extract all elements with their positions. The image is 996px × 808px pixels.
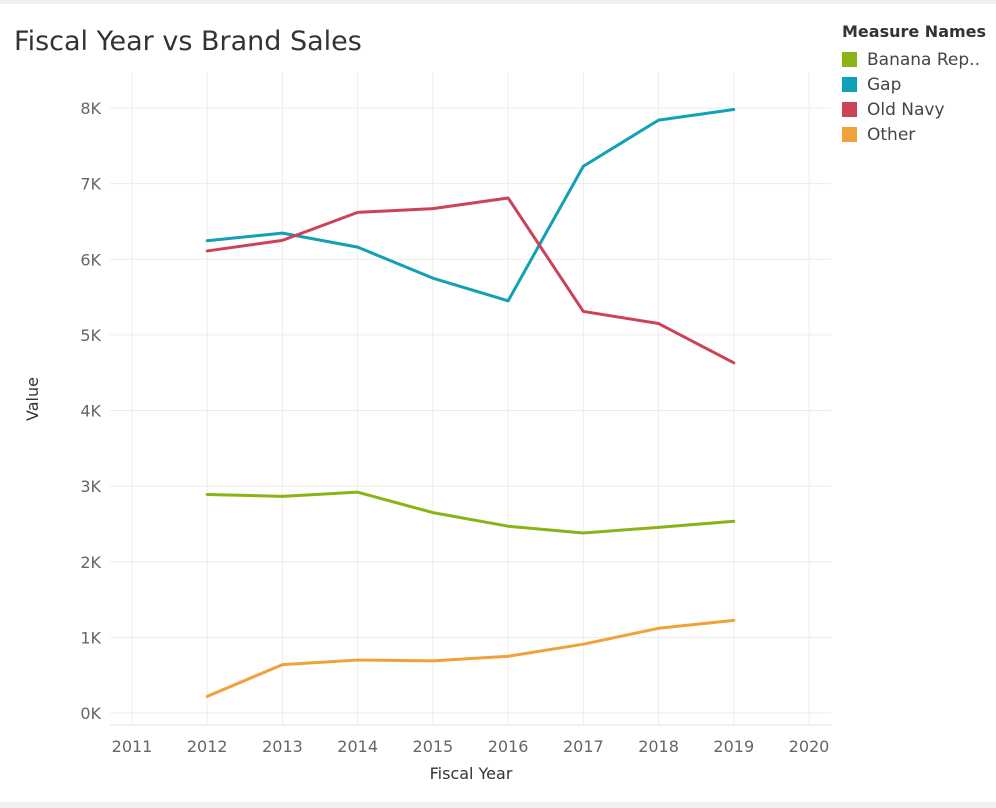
grid <box>110 72 831 726</box>
x-tick-label: 2018 <box>638 737 679 756</box>
x-tick-label: 2011 <box>112 737 153 756</box>
y-tick-label: 4K <box>80 402 101 421</box>
x-tick-label: 2016 <box>488 737 529 756</box>
y-tick-label: 7K <box>80 175 101 194</box>
series-line-other[interactable] <box>205 618 736 698</box>
legend-label: Old Navy <box>867 99 945 120</box>
y-tick-label: 1K <box>80 628 101 647</box>
y-axis-label: Value <box>23 377 42 421</box>
series-line-banana-rep[interactable] <box>205 490 736 535</box>
y-tick-label: 8K <box>80 99 101 118</box>
series-line-old-navy[interactable] <box>205 196 736 365</box>
legend-label: Banana Rep.. <box>867 49 980 70</box>
legend-swatch <box>842 77 857 92</box>
viz-container: Fiscal Year vs Brand Sales 0K 1K 2K 3K 4K 5K 6… <box>0 4 996 802</box>
legend: Measure Names Banana Rep.. Gap Old Navy Oth… <box>842 22 986 147</box>
x-tick-label: 2017 <box>563 737 604 756</box>
x-tick-label: 2014 <box>337 737 378 756</box>
legend-item[interactable]: Old Navy <box>842 97 986 122</box>
x-tick-label: 2015 <box>413 737 454 756</box>
y-tick-label: 0K <box>80 704 101 723</box>
y-tick-label: 3K <box>80 477 101 496</box>
x-tick-label: 2020 <box>789 737 830 756</box>
y-axis-ticks: 0K 1K 2K 3K 4K 5K 6K 7K 8K <box>80 99 101 723</box>
legend-label: Gap <box>867 74 902 95</box>
x-tick-label: 2019 <box>713 737 754 756</box>
legend-item[interactable]: Gap <box>842 72 986 97</box>
legend-swatch <box>842 127 857 142</box>
x-axis-ticks: 2011 2012 2013 2014 2015 2016 2017 2018 2019 2020 <box>112 737 830 756</box>
legend-item[interactable]: Banana Rep.. <box>842 47 986 72</box>
chart-title: Fiscal Year vs Brand Sales <box>14 26 362 57</box>
x-axis-label: Fiscal Year <box>430 764 513 783</box>
x-tick-label: 2012 <box>187 737 228 756</box>
legend-item[interactable]: Other <box>842 122 986 147</box>
series-layer <box>205 108 736 698</box>
legend-label: Other <box>867 124 916 145</box>
legend-swatch <box>842 102 857 117</box>
y-tick-label: 6K <box>80 250 101 269</box>
legend-items: Banana Rep.. Gap Old Navy Other <box>842 47 986 147</box>
legend-title: Measure Names <box>842 22 987 41</box>
legend-swatch <box>842 52 857 67</box>
y-tick-label: 5K <box>80 326 101 345</box>
y-tick-label: 2K <box>80 553 101 572</box>
series-line-gap[interactable] <box>205 108 736 303</box>
x-tick-label: 2013 <box>262 737 303 756</box>
